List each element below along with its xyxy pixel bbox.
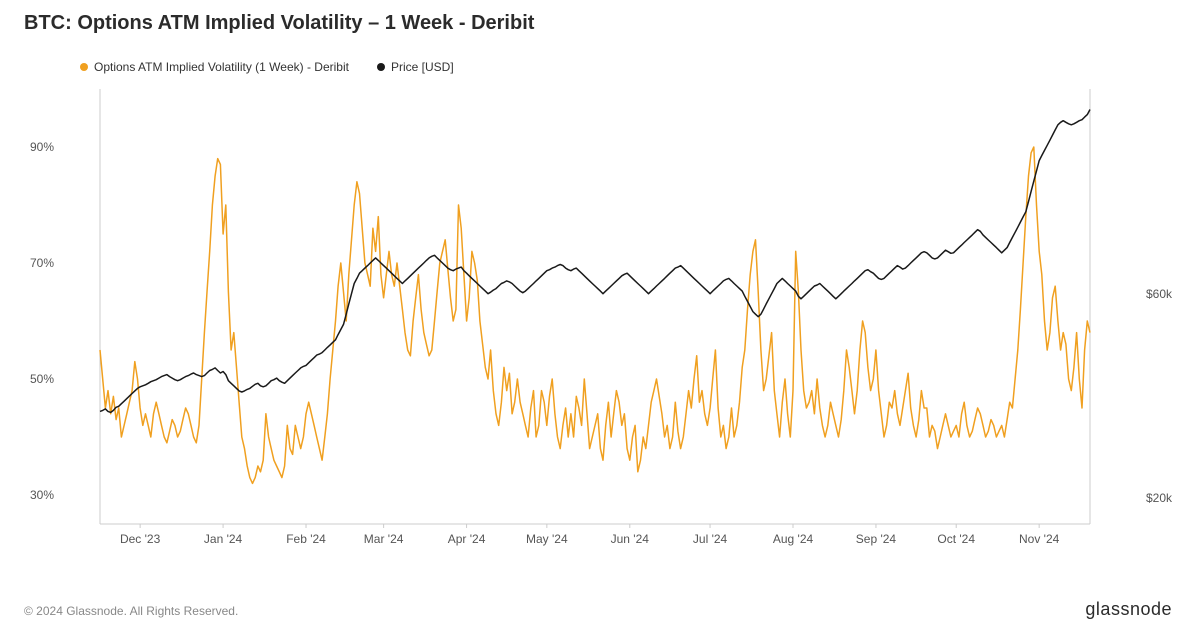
y-left-tick-label: 30% xyxy=(4,488,54,502)
legend-label-price: Price [USD] xyxy=(391,60,454,74)
x-tick-label: Apr '24 xyxy=(448,532,486,546)
x-tick-label: Jan '24 xyxy=(204,532,242,546)
legend-item-price: Price [USD] xyxy=(377,60,454,74)
chart-container: BTC: Options ATM Implied Volatility – 1 … xyxy=(0,0,1200,628)
legend-item-volatility: Options ATM Implied Volatility (1 Week) … xyxy=(80,60,349,74)
x-tick-label: Feb '24 xyxy=(286,532,326,546)
y-left-tick-label: 70% xyxy=(4,256,54,270)
x-tick-label: Sep '24 xyxy=(856,532,896,546)
chart-plot-area xyxy=(60,84,1140,554)
x-tick-label: Nov '24 xyxy=(1019,532,1059,546)
x-tick-label: Mar '24 xyxy=(364,532,404,546)
y-left-tick-label: 90% xyxy=(4,140,54,154)
chart-title: BTC: Options ATM Implied Volatility – 1 … xyxy=(24,12,534,35)
legend-swatch-volatility xyxy=(80,63,88,71)
x-tick-label: Jul '24 xyxy=(693,532,727,546)
x-tick-label: Aug '24 xyxy=(773,532,813,546)
y-right-tick-label: $60k xyxy=(1146,287,1196,301)
legend-swatch-price xyxy=(377,63,385,71)
x-tick-label: Jun '24 xyxy=(611,532,649,546)
y-left-tick-label: 50% xyxy=(4,372,54,386)
y-right-tick-label: $20k xyxy=(1146,491,1196,505)
legend-label-volatility: Options ATM Implied Volatility (1 Week) … xyxy=(94,60,349,74)
x-tick-label: Oct '24 xyxy=(937,532,975,546)
brand-logo-text: glassnode xyxy=(1085,599,1172,620)
x-tick-label: Dec '23 xyxy=(120,532,160,546)
x-tick-label: May '24 xyxy=(526,532,568,546)
chart-svg xyxy=(60,84,1140,554)
copyright-text: © 2024 Glassnode. All Rights Reserved. xyxy=(24,604,238,618)
chart-legend: Options ATM Implied Volatility (1 Week) … xyxy=(80,60,454,74)
